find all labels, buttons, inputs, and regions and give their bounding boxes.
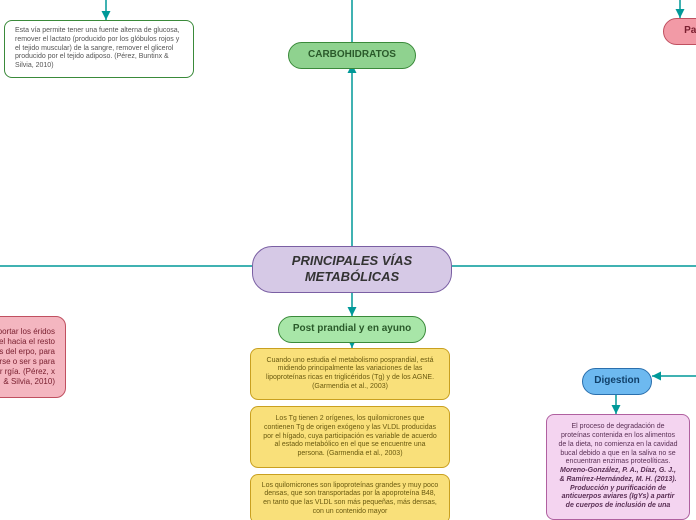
node-central-label: PRINCIPALES VÍAS METABÓLICAS	[263, 253, 441, 286]
note-quilomicrones: Los quilomicrones son lipoproteínas gran…	[250, 474, 450, 520]
note-quilo-text: Los quilomicrones son lipoproteínas gran…	[261, 482, 439, 517]
node-pas-label: Pas	[684, 25, 696, 38]
note-protein-ref: Moreno-González, P. A., Díaz, G. J., & R…	[559, 467, 676, 509]
note-metabolismo: Cuando uno estudia el metabolismo pospra…	[250, 348, 450, 400]
node-carbo-label: CARBOHIDRATOS	[308, 49, 396, 62]
note-protein-text: El proceso de degradación de proteínas c…	[558, 423, 677, 465]
note-glucosa-text: Esta vía permite tener una fuente altern…	[15, 27, 183, 71]
node-pas-cut: Pas	[663, 18, 696, 45]
node-postprandial-label: Post prandial y en ayuno	[293, 323, 411, 336]
node-postprandial: Post prandial y en ayuno	[278, 316, 426, 343]
note-transport-cut: nsportar los éridos desde el hacia el re…	[0, 316, 66, 398]
note-tg-text: Los Tg tienen 2 orígenes, los quilomicro…	[261, 415, 439, 459]
node-central: PRINCIPALES VÍAS METABÓLICAS	[252, 246, 452, 293]
note-glucosa: Esta vía permite tener una fuente altern…	[4, 20, 194, 78]
note-tg: Los Tg tienen 2 orígenes, los quilomicro…	[250, 406, 450, 468]
diagram-canvas: PRINCIPALES VÍAS METABÓLICAS CARBOHIDRAT…	[0, 0, 696, 520]
node-digestion: Digestion	[582, 368, 652, 395]
node-digestion-label: Digestion	[594, 375, 640, 388]
note-metab-text: Cuando uno estudia el metabolismo pospra…	[261, 357, 439, 392]
note-transport-text: nsportar los éridos desde el hacia el re…	[0, 327, 55, 387]
node-carbohidratos: CARBOHIDRATOS	[288, 42, 416, 69]
note-protein: El proceso de degradación de proteínas c…	[546, 414, 690, 520]
